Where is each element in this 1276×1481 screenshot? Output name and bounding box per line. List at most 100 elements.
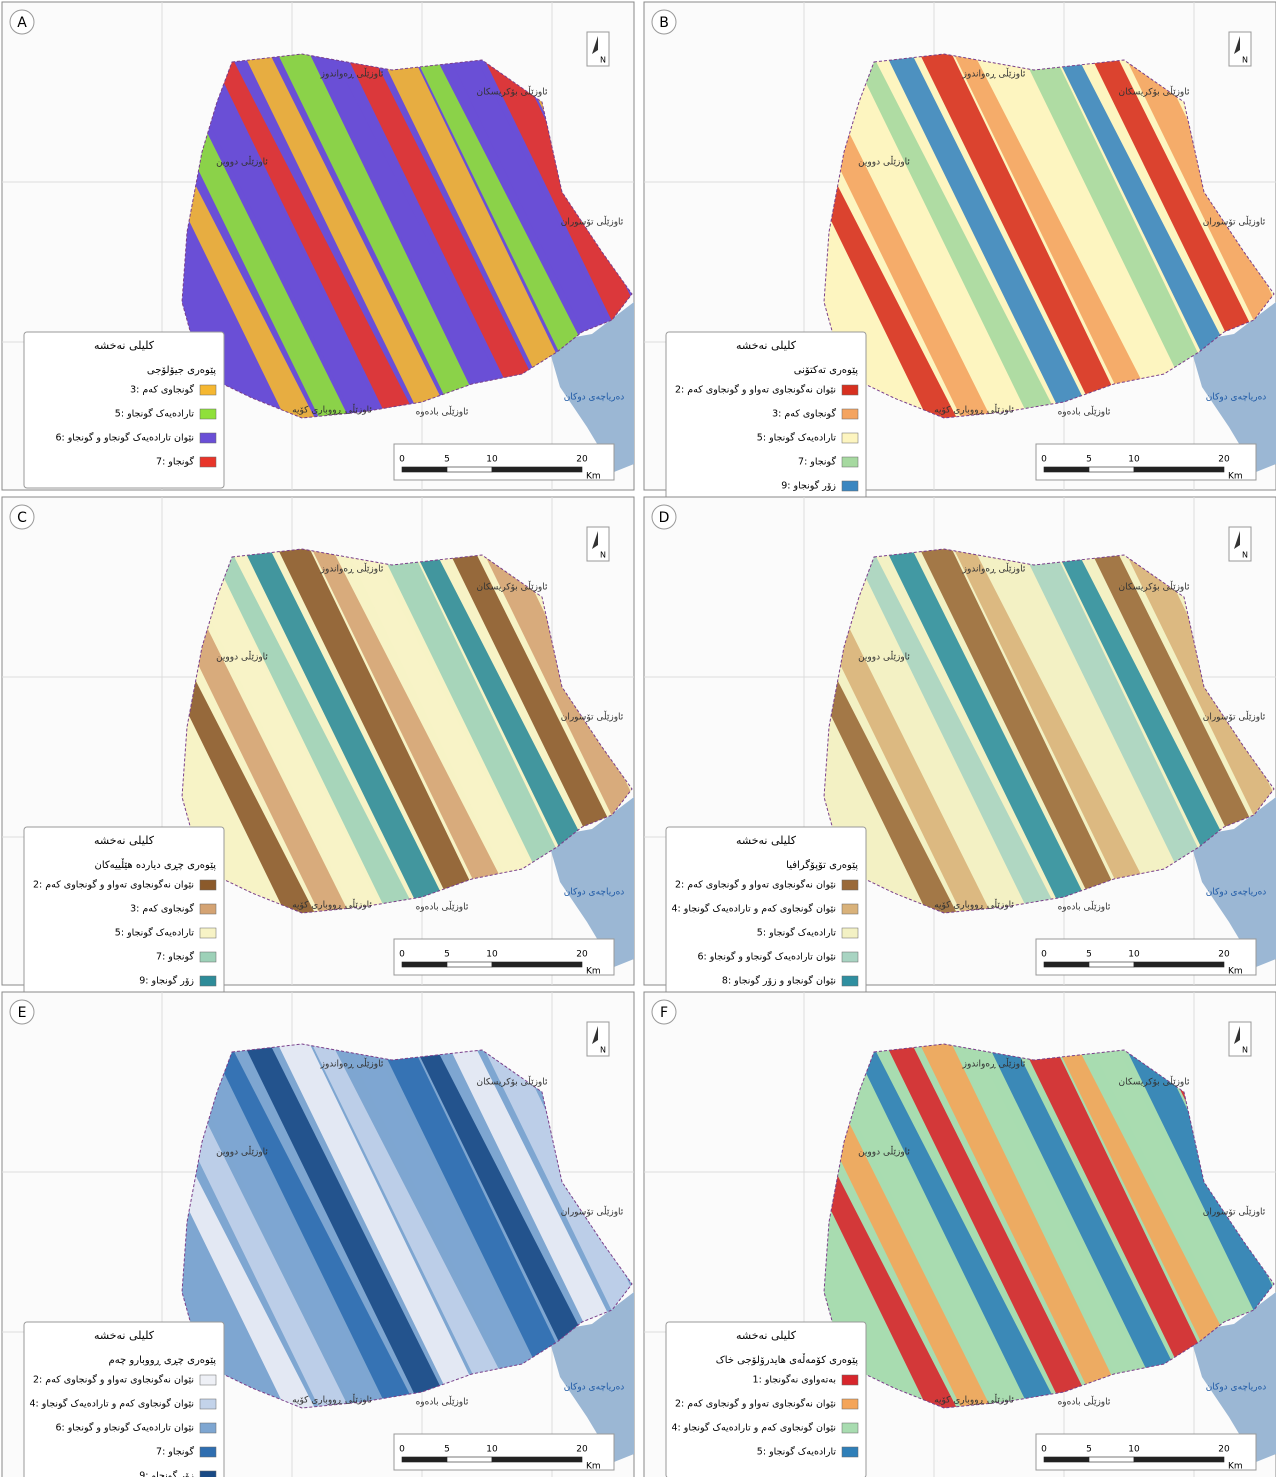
scale-label: 0	[1041, 950, 1047, 960]
scale-label: 20	[1218, 950, 1230, 960]
scale-label: 10	[486, 950, 498, 960]
place-label: ئاوزێڵی بادەوە	[1058, 406, 1111, 418]
scale-label: 0	[399, 455, 405, 465]
scale-segment	[402, 962, 447, 967]
place-label: ئاوزێڵی بۆکریسکان	[1118, 581, 1190, 593]
place-label: ئاوزێڵی دووین	[216, 651, 268, 663]
legend-label: زۆر گونجاو :9	[781, 480, 836, 492]
legend-label: تارادەیەک گونجاو :5	[115, 927, 195, 939]
north-label: N	[1242, 56, 1248, 65]
panel-letter: C	[17, 510, 27, 526]
legend-label: تارادەیەک گونجاو :5	[757, 1446, 837, 1458]
lake-label: دەریاچەی دوکان	[1206, 1383, 1267, 1393]
legend-label: نێوان گونجاو و زۆر گونجاو :8	[722, 975, 836, 987]
page: ئاوزێڵی ڕەواندوز ئاوزێڵی بۆکریسکان ئاوزێڵی…	[0, 0, 1276, 1481]
place-label: ئاوزێڵی ڕووباری کۆیە	[934, 404, 1014, 416]
legend-label: نێوان نەگونجاوی تەواو و گونجاوی کەم :2	[33, 879, 194, 891]
place-label: ئاوزێڵی ڕەواندوز	[962, 563, 1026, 575]
legend-swatch	[200, 1447, 216, 1457]
legend-swatch	[200, 976, 216, 986]
scale-segment	[1134, 467, 1224, 472]
legend-swatch	[842, 1423, 858, 1433]
north-label: N	[1242, 551, 1248, 560]
lake-label: دەریاچەی دوکان	[564, 1383, 625, 1393]
legend-title: پێوەری جیۆلۆجی	[147, 365, 216, 376]
legend-heading: کلیلی نەخشە	[94, 834, 155, 847]
scale-segment	[1044, 467, 1089, 472]
place-label: ئاوزێڵی دووین	[216, 1146, 268, 1158]
place-label: ئاوزێڵی ڕەواندوز	[962, 68, 1026, 80]
legend-swatch	[200, 880, 216, 890]
scale-segment	[1089, 1457, 1134, 1462]
place-label: ئاوزێڵی تۆسوران	[561, 711, 624, 723]
scale-label: 10	[1128, 1445, 1140, 1455]
scale-label: 5	[444, 950, 450, 960]
legend-title: پێوەری چڕی دیاردە هێڵییەکان	[95, 858, 217, 871]
legend-label: گونجاوی کەم :3	[130, 903, 194, 915]
scale-label: 20	[576, 455, 588, 465]
panel-letter: E	[18, 1005, 27, 1021]
legend-swatch	[842, 409, 858, 419]
place-label: ئاوزێڵی دووین	[216, 156, 268, 168]
scale-label: 5	[444, 455, 450, 465]
legend-swatch	[842, 1375, 858, 1385]
legend-heading: کلیلی نەخشە	[736, 1329, 797, 1342]
legend-swatch	[200, 1375, 216, 1385]
scale-unit: Km	[1228, 1462, 1243, 1472]
legend-label: نێوان گونجاوی کەم و تارادەیەک گونجاو :4	[671, 1422, 836, 1434]
legend-label: گونجاوی کەم :3	[130, 384, 194, 396]
scale-label: 20	[1218, 455, 1230, 465]
legend-label: زۆر گونجاو :9	[139, 975, 194, 987]
scale-segment	[402, 467, 447, 472]
legend-swatch	[200, 409, 216, 419]
scale-segment	[1044, 1457, 1089, 1462]
scale-segment	[1134, 962, 1224, 967]
legend-swatch	[200, 1471, 216, 1477]
north-label: N	[600, 551, 606, 560]
legend-swatch	[842, 952, 858, 962]
place-label: ئاوزێڵی دووین	[858, 651, 910, 663]
legend-label: گونجاو :7	[156, 951, 194, 963]
lake-label: دەریاچەی دوکان	[564, 393, 625, 403]
legend-label: نێوان نەگونجاوی تەواو و گونجاوی کەم :2	[675, 384, 836, 396]
scale-unit: Km	[586, 472, 601, 482]
legend-label: بەتەواوی نەگونجاو :1	[753, 1374, 836, 1386]
panel-letter: A	[17, 15, 27, 31]
scale-label: 20	[1218, 1445, 1230, 1455]
place-label: ئاوزێڵی بادەوە	[1058, 1396, 1111, 1408]
scale-label: 10	[486, 1445, 498, 1455]
scale-segment	[447, 962, 492, 967]
place-label: ئاوزێڵی ڕەواندوز	[962, 1058, 1026, 1070]
map-panel: ئاوزێڵی ڕەواندوزئاوزێڵی بۆکریسکانئاوزێڵی…	[644, 992, 1276, 1477]
panel-letter: F	[660, 1005, 668, 1021]
north-label: N	[1242, 1046, 1248, 1055]
scale-segment	[1089, 467, 1134, 472]
place-label: ئاوزێڵی ڕووباری کۆیە	[292, 899, 372, 911]
scale-label: 5	[1086, 455, 1092, 465]
place-label: ئاوزێڵی دووین	[858, 1146, 910, 1158]
scale-label: 5	[1086, 950, 1092, 960]
place-label: ئاوزێڵی تۆسوران	[1203, 711, 1266, 723]
legend-swatch	[842, 457, 858, 467]
place-label: ئاوزێڵی بادەوە	[1058, 901, 1111, 913]
legend-label: نێوان تارادەیەک گونجاو و گونجاو :6	[55, 1422, 194, 1434]
place-label: ئاوزێڵی تۆسوران	[561, 1206, 624, 1218]
legend-swatch	[200, 433, 216, 443]
place-label: ئاوزێڵی ڕەواندوز	[320, 1058, 384, 1070]
scale-label: 5	[444, 1445, 450, 1455]
place-label: ئاوزێڵی بۆکریسکان	[476, 581, 548, 593]
legend-swatch	[200, 1399, 216, 1409]
legend-swatch	[842, 904, 858, 914]
legend-label: نێوان نەگونجاوی تەواو و گونجاوی کەم :2	[33, 1374, 194, 1386]
legend-title: پێوەری تەکتۆنی	[794, 365, 858, 376]
scale-unit: Km	[586, 1462, 601, 1472]
legend-swatch	[842, 976, 858, 986]
legend-swatch	[842, 433, 858, 443]
scale-label: 5	[1086, 1445, 1092, 1455]
lake-label: دەریاچەی دوکان	[564, 888, 625, 898]
scale-label: 0	[399, 1445, 405, 1455]
scale-segment	[492, 1457, 582, 1462]
place-label: ئاوزێڵی بۆکریسکان	[1118, 86, 1190, 98]
legend-label: نێوان نەگونجاوی تەواو و گونجاوی کەم :2	[675, 1398, 836, 1410]
scale-segment	[1134, 1457, 1224, 1462]
